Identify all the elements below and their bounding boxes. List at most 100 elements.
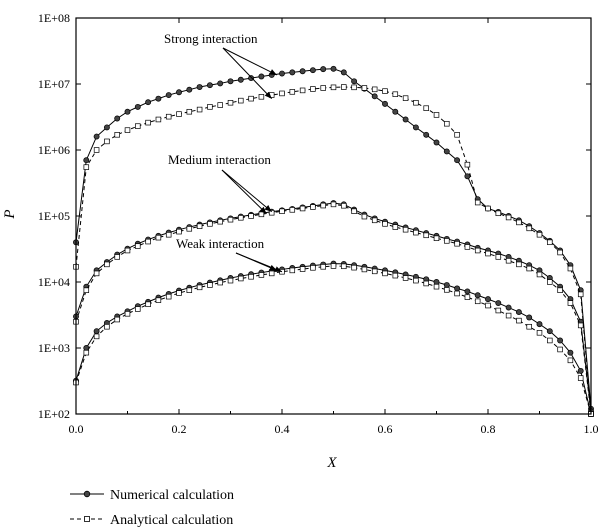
point-strong-numerical-2 xyxy=(93,133,100,140)
point-strong-analytical-1 xyxy=(83,164,90,170)
point-strong-analytical-23 xyxy=(310,86,316,92)
point-strong-analytical-5 xyxy=(124,127,131,133)
point-medium-analytical-5 xyxy=(124,247,131,254)
point-medium-analytical-32 xyxy=(402,226,409,233)
point-medium-analytical-35 xyxy=(433,235,440,242)
point-weak-numerical-2 xyxy=(93,328,100,335)
point-strong-analytical-48 xyxy=(567,265,574,272)
point-strong-numerical-22 xyxy=(299,68,306,75)
point-weak-analytical-25 xyxy=(330,263,337,269)
series-weak-numerical-line xyxy=(75,263,592,415)
point-medium-analytical-6 xyxy=(135,243,141,249)
point-strong-numerical-34 xyxy=(423,131,430,138)
point-strong-analytical-14 xyxy=(217,102,223,108)
point-weak-analytical-30 xyxy=(382,270,388,277)
point-weak-analytical-10 xyxy=(176,290,182,296)
point-weak-analytical-43 xyxy=(516,317,522,324)
point-weak-analytical-22 xyxy=(299,266,306,272)
point-strong-analytical-15 xyxy=(227,99,234,106)
point-weak-analytical-8 xyxy=(155,297,162,303)
point-weak-numerical-35 xyxy=(433,279,440,285)
point-weak-analytical-1 xyxy=(83,349,90,356)
point-medium-analytical-24 xyxy=(320,202,326,209)
point-strong-numerical-3 xyxy=(103,124,110,131)
annotation-layer: Strong interaction Medium interaction We… xyxy=(164,31,283,273)
point-strong-analytical-21 xyxy=(289,89,296,95)
point-strong-numerical-20 xyxy=(279,70,285,77)
point-medium-analytical-46 xyxy=(547,279,553,285)
point-weak-analytical-4 xyxy=(114,316,120,323)
point-medium-analytical-48 xyxy=(567,300,574,306)
point-strong-numerical-30 xyxy=(382,100,388,107)
point-strong-numerical-17 xyxy=(248,75,255,82)
point-medium-analytical-23 xyxy=(310,204,316,210)
point-strong-analytical-6 xyxy=(135,123,141,129)
series-medium-analytical-line xyxy=(75,203,592,415)
point-weak-analytical-9 xyxy=(165,293,172,300)
x-tick-label-3: 0.6 xyxy=(378,422,393,436)
point-weak-numerical-45 xyxy=(536,321,543,328)
point-strong-analytical-13 xyxy=(207,104,213,110)
annotation-weak: Weak interaction xyxy=(176,236,265,251)
arrow-strong-analytical xyxy=(222,47,273,99)
point-medium-analytical-41 xyxy=(495,254,502,260)
point-medium-analytical-17 xyxy=(248,213,254,219)
point-strong-analytical-49 xyxy=(577,291,584,298)
arrow-weak-analytical xyxy=(235,252,283,273)
point-strong-analytical-38 xyxy=(464,161,471,168)
point-strong-numerical-13 xyxy=(206,82,213,89)
point-strong-numerical-21 xyxy=(289,69,296,76)
x-tick-label-1: 0.2 xyxy=(172,422,187,436)
arrow-medium-numerical xyxy=(221,169,273,213)
arrow-medium-analytical xyxy=(221,169,267,215)
plot-frame xyxy=(75,17,592,415)
point-weak-numerical-49 xyxy=(577,367,584,374)
point-medium-analytical-13 xyxy=(207,221,213,227)
point-weak-analytical-44 xyxy=(526,323,532,330)
point-medium-analytical-42 xyxy=(505,257,512,264)
point-strong-numerical-38 xyxy=(464,173,471,180)
point-medium-analytical-27 xyxy=(351,208,357,215)
point-medium-analytical-45 xyxy=(536,271,543,278)
point-strong-analytical-25 xyxy=(330,84,337,91)
point-strong-analytical-39 xyxy=(474,199,481,206)
point-weak-analytical-7 xyxy=(145,301,151,308)
point-strong-numerical-1 xyxy=(83,157,90,164)
point-strong-analytical-20 xyxy=(279,90,285,97)
point-weak-analytical-39 xyxy=(474,298,481,305)
point-strong-analytical-17 xyxy=(248,95,254,102)
point-strong-analytical-34 xyxy=(423,105,429,111)
point-strong-analytical-30 xyxy=(382,88,388,94)
point-weak-analytical-32 xyxy=(402,275,409,281)
annotation-medium: Medium interaction xyxy=(168,152,271,167)
point-strong-numerical-9 xyxy=(165,92,172,99)
axes-layer: 0.0 0.2 0.4 0.6 0.8 1.0 1E+02 1E+03 1E+04 1E+05 1E… xyxy=(38,11,599,436)
arrow-strong-numerical xyxy=(222,47,278,76)
point-strong-numerical-37 xyxy=(454,157,461,164)
point-strong-analytical-18 xyxy=(258,94,265,100)
point-strong-numerical-12 xyxy=(196,84,203,90)
y-tick-label-0: 1E+02 xyxy=(38,407,70,421)
point-weak-analytical-34 xyxy=(423,280,429,287)
point-weak-analytical-23 xyxy=(310,265,316,271)
y-tick-label-4: 1E+06 xyxy=(38,143,70,157)
point-medium-analytical-9 xyxy=(165,231,172,238)
point-strong-analytical-37 xyxy=(454,132,460,138)
point-strong-analytical-10 xyxy=(176,111,182,117)
point-strong-analytical-7 xyxy=(145,119,151,126)
point-strong-numerical-6 xyxy=(134,103,141,110)
point-medium-analytical-44 xyxy=(526,265,532,272)
point-strong-analytical-11 xyxy=(186,108,193,115)
point-weak-analytical-17 xyxy=(248,274,254,280)
point-medium-analytical-34 xyxy=(423,232,429,239)
point-medium-analytical-12 xyxy=(196,223,203,229)
point-strong-analytical-27 xyxy=(351,84,357,91)
point-medium-analytical-15 xyxy=(227,216,234,223)
point-strong-numerical-5 xyxy=(124,108,131,115)
point-medium-analytical-29 xyxy=(371,217,378,224)
point-strong-numerical-18 xyxy=(258,73,265,80)
point-medium-analytical-47 xyxy=(557,287,563,293)
point-weak-numerical-38 xyxy=(464,288,471,295)
point-weak-analytical-2 xyxy=(93,333,100,340)
